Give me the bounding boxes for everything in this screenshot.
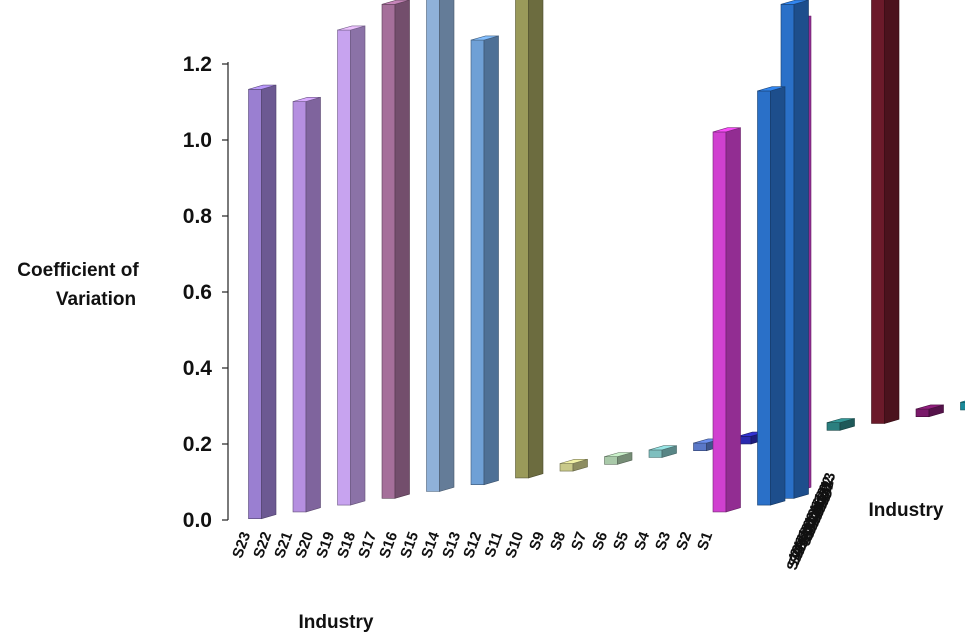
bar-S18-S6-front — [470, 39, 485, 486]
bar-S21-S3-front — [337, 29, 351, 506]
x-tick-label: S17 — [355, 530, 380, 561]
x-axis-title: Industry — [299, 612, 374, 633]
bar-S18-S6-side — [483, 35, 499, 486]
depth-tick-label: S7 — [794, 529, 814, 550]
bar-S7-S17-top — [960, 400, 965, 403]
bar-S20-S4-top — [381, 0, 410, 5]
depth-tick-label: S10 — [797, 518, 818, 547]
depth-axis-title: Industry — [869, 500, 944, 521]
bar-S23-S1-front — [248, 89, 262, 520]
bar-S9-S15-side — [884, 0, 900, 424]
depth-tick-label: S20 — [813, 482, 834, 511]
bar-S7-S17-front — [960, 401, 965, 411]
bar-S8-S16-top — [915, 404, 944, 410]
bar-S15-S9-top — [604, 452, 633, 458]
y-tick-label: 1.0 — [183, 129, 212, 152]
bar-S21-S3-side — [350, 25, 366, 506]
x-tick-label: S12 — [460, 530, 485, 561]
bar-S22-S2-front — [292, 101, 307, 513]
bar-S1-S4-top — [780, 0, 809, 5]
bar-S19-S5-side — [439, 0, 455, 492]
y-tick-label: 0.6 — [183, 281, 212, 304]
bar-S14-S10-top — [648, 445, 677, 451]
bar-S17-S7-side — [528, 0, 544, 479]
bar-S20-S4-side — [394, 0, 410, 499]
bar-S1-S3-side — [770, 86, 786, 506]
depth-tick-label: S6 — [792, 533, 812, 554]
x-tick-label: S15 — [397, 530, 422, 561]
bar-S15-S9-front — [604, 456, 618, 465]
x-tick-label: S6 — [589, 530, 611, 553]
x-tick-label: S13 — [439, 530, 464, 561]
bar-S13-S11-front — [693, 442, 707, 452]
bar-S20-S4-front — [381, 4, 396, 499]
x-tick-label: S22 — [250, 530, 275, 561]
x-tick-label: S19 — [313, 530, 338, 561]
bar-S10-S14-top — [826, 418, 855, 424]
x-tick-label: S5 — [610, 530, 632, 553]
depth-tick-label: S1 — [784, 551, 804, 572]
depth-tick-label: S17 — [808, 493, 829, 522]
bar-S16-S8-top — [559, 458, 588, 464]
bar-S9-S15-front — [871, 0, 885, 424]
bar-S21-S3-top — [337, 25, 366, 31]
y-tick-label: 0.0 — [183, 509, 212, 532]
x-tick-label: S10 — [502, 530, 527, 561]
bar-S18-S6-top — [470, 35, 499, 41]
x-tick-label: S23 — [229, 530, 254, 561]
depth-tick-label: S15 — [805, 500, 826, 529]
bar-S2-S2-front — [712, 131, 727, 513]
y-tick-label: 0.4 — [183, 357, 213, 380]
bar-S10-S14-front — [826, 422, 841, 431]
bar-S23-S1-top — [248, 84, 277, 90]
bar-S22-S2-side — [305, 96, 321, 513]
bar-S1-S3-front — [757, 90, 771, 506]
depth-tick-label: S3 — [787, 543, 807, 564]
x-tick-label: S18 — [334, 530, 359, 561]
depth-tick-label: S23 — [818, 471, 839, 500]
x-tick-label: S16 — [376, 530, 401, 561]
bar-S16-S8-front — [559, 463, 574, 472]
bar-S1-S4-side — [793, 0, 809, 499]
y-tick-label: 1.2 — [183, 53, 212, 76]
depth-tick-label: S4 — [789, 539, 809, 561]
y-axis-title-line2: Variation — [56, 289, 136, 310]
x-tick-label: S4 — [631, 529, 653, 553]
bar-S2-S2-top — [712, 127, 741, 133]
bar-S2-S2-side — [725, 127, 741, 513]
x-tick-label: S8 — [547, 530, 569, 553]
depth-tick-label: S5 — [790, 536, 810, 557]
depth-tick-label: S21 — [815, 479, 836, 508]
bar-S22-S2-top — [292, 97, 321, 102]
bar-S19-S5-front — [426, 0, 440, 492]
bar-S17-S7-front — [515, 0, 529, 479]
y-tick-label: 0.8 — [183, 205, 213, 228]
depth-tick-label: S13 — [802, 507, 823, 536]
x-tick-label: S3 — [652, 530, 674, 553]
bar-S1-S3-top — [757, 86, 786, 92]
depth-tick-label: S22 — [816, 475, 837, 504]
bar-S23-S1-side — [261, 84, 277, 520]
x-tick-label: S20 — [292, 530, 317, 561]
depth-tick-label: S11 — [799, 515, 820, 543]
depth-tick-label: S12 — [800, 511, 821, 540]
bar-S14-S10-front — [648, 449, 663, 458]
depth-tick-label: S14 — [803, 503, 824, 533]
depth-tick-label: S18 — [810, 489, 831, 518]
depth-tick-label: S2 — [786, 547, 806, 568]
depth-tick-label: S19 — [811, 486, 832, 515]
bar-S8-S16-front — [915, 408, 930, 418]
x-tick-label: S21 — [271, 530, 296, 561]
x-tick-label: S1 — [694, 530, 716, 553]
depth-tick-label: S8 — [795, 525, 815, 546]
y-axis-title-line1: Coefficient of — [17, 260, 139, 281]
y-tick-label: 0.2 — [183, 433, 212, 456]
x-tick-label: S9 — [526, 530, 548, 553]
x-tick-label: S7 — [568, 530, 590, 553]
depth-tick-label: S16 — [807, 497, 828, 526]
x-tick-label: S2 — [673, 530, 695, 553]
depth-tick-label: S9 — [797, 522, 817, 543]
